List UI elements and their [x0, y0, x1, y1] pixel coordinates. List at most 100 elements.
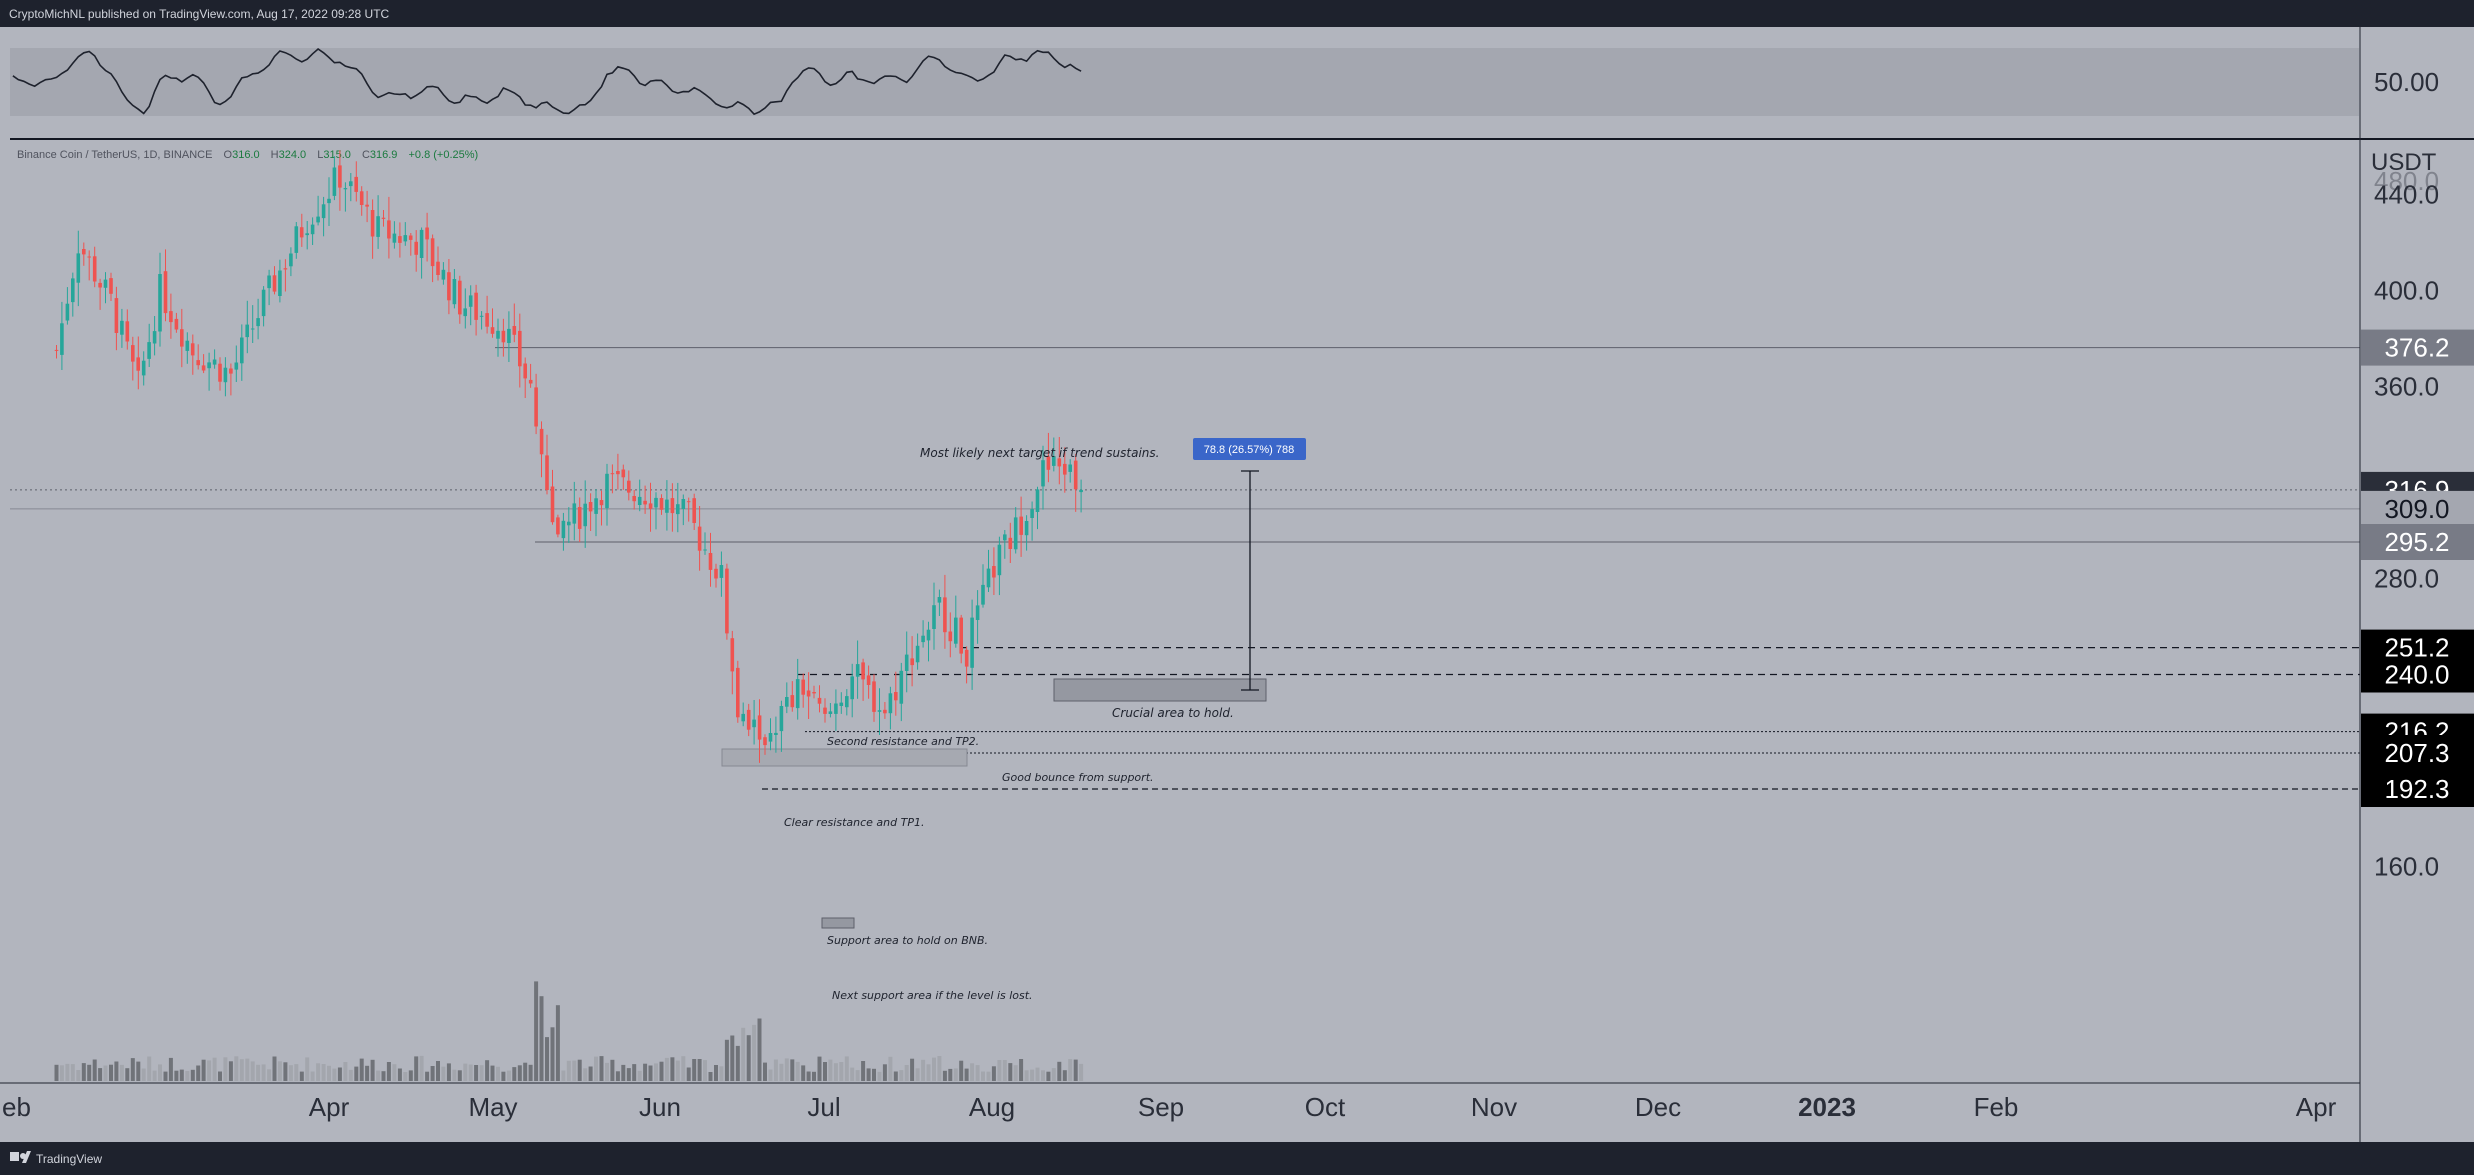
candle-body	[256, 318, 260, 327]
volume-bar	[910, 1058, 915, 1081]
candle-body	[785, 697, 789, 707]
volume-bar	[1062, 1070, 1067, 1081]
candle-body	[621, 469, 626, 478]
candle-body	[103, 279, 108, 288]
volume-bar	[823, 1062, 827, 1081]
candle-body	[343, 188, 348, 190]
time-tick: Jul	[807, 1092, 840, 1122]
volume-bar	[506, 1070, 511, 1081]
candle-body	[812, 692, 816, 694]
volume-bar	[441, 1066, 446, 1081]
candle-body	[567, 521, 571, 526]
candle-body	[332, 167, 337, 196]
volume-bar	[877, 1071, 882, 1081]
candle-body	[468, 295, 473, 307]
time-tick: 2023	[1798, 1092, 1856, 1122]
volume-bar	[741, 1027, 746, 1081]
good-bounce-note: Good bounce from support.	[1002, 771, 1154, 784]
price-tick: 160.0	[2374, 852, 2439, 882]
candle-body	[877, 710, 882, 712]
candle-body	[1063, 463, 1067, 475]
volume-bar	[594, 1056, 598, 1081]
candle-body	[768, 733, 773, 742]
candle-body	[305, 233, 309, 236]
candle-body	[76, 253, 81, 283]
volume-bar	[485, 1060, 490, 1081]
measure-tool[interactable]: 78.8 (26.57%) 788	[1193, 438, 1306, 691]
candle-body	[1013, 517, 1018, 550]
legend-high: 324.0	[279, 149, 307, 161]
candle-body	[1079, 489, 1083, 493]
volume-bar	[675, 1060, 680, 1081]
volume-bar	[392, 1064, 397, 1081]
candle-body	[414, 241, 418, 255]
candle-body	[839, 702, 844, 706]
candle-body	[321, 204, 326, 219]
candle-body	[490, 327, 495, 334]
legend-open-key: O	[224, 149, 233, 161]
time-tick: Apr	[309, 1092, 350, 1122]
volume-bar	[419, 1055, 424, 1081]
candle-body	[883, 709, 887, 714]
candle-body	[888, 693, 893, 714]
candle-body	[365, 204, 369, 207]
candle-body	[594, 498, 598, 514]
volume-bar	[283, 1062, 288, 1081]
zones	[721, 678, 1267, 929]
legend-low-key: L	[317, 149, 323, 161]
candle-body	[948, 631, 953, 642]
price-label-bg	[2361, 771, 2474, 807]
candle-body	[234, 362, 239, 370]
candle-body	[278, 270, 282, 296]
candle-body	[577, 507, 582, 529]
second-resistance-zone[interactable]	[721, 748, 968, 767]
volume-bar	[1068, 1059, 1073, 1081]
volume-bar	[65, 1063, 70, 1081]
volume-bar	[664, 1057, 669, 1081]
support-zone[interactable]	[821, 917, 855, 929]
candle-body	[190, 343, 195, 356]
candle-body	[779, 706, 784, 732]
candle-body	[261, 289, 266, 317]
volume-bar	[1035, 1067, 1040, 1081]
volume-bar	[474, 1065, 479, 1081]
price-axis[interactable]: USDT 480.0 440.0 400.0 360.0 280.0 160.0 376…	[2359, 27, 2474, 1142]
volume-bar	[801, 1065, 806, 1081]
support-area-note: Support area to hold on BNB.	[827, 934, 988, 947]
candle-body	[992, 566, 996, 578]
volume-bar	[174, 1070, 179, 1081]
volume-bar	[637, 1070, 642, 1081]
volume-bar	[648, 1065, 653, 1081]
volume-bar	[272, 1056, 277, 1081]
volume-bar	[697, 1059, 702, 1081]
volume-bar	[141, 1068, 146, 1081]
volume-bar	[190, 1069, 195, 1081]
volume-bar	[610, 1059, 615, 1081]
volume-bar	[1041, 1070, 1045, 1081]
candle-body	[801, 679, 805, 695]
volume-bar	[643, 1063, 648, 1081]
candle-body	[670, 498, 675, 514]
candle-body	[87, 256, 91, 258]
candle-body	[736, 667, 740, 718]
candle-body	[207, 362, 211, 369]
volume-bar	[1013, 1065, 1018, 1081]
candle-body	[665, 499, 669, 513]
volume-bar	[354, 1066, 359, 1081]
price-label-bg	[2361, 735, 2474, 771]
candle-body	[937, 597, 942, 603]
volume-bar	[937, 1056, 942, 1081]
candle-body	[1035, 489, 1040, 512]
volume-bar	[158, 1064, 162, 1081]
crucial-zone[interactable]	[1053, 678, 1267, 702]
time-axis[interactable]: eb Apr May Jun Jul Aug Sep Oct Nov Dec 2023 Feb Apr	[2, 1092, 2337, 1122]
candle-body	[725, 568, 729, 634]
candle-body	[588, 502, 593, 512]
candle-body	[1068, 464, 1072, 472]
volume-bar	[828, 1059, 833, 1081]
volume-bar	[981, 1071, 985, 1081]
volume-bar	[970, 1063, 975, 1081]
volume-bar	[305, 1057, 310, 1081]
annotations: Most likely next target if trend sustain…	[784, 446, 1234, 1002]
